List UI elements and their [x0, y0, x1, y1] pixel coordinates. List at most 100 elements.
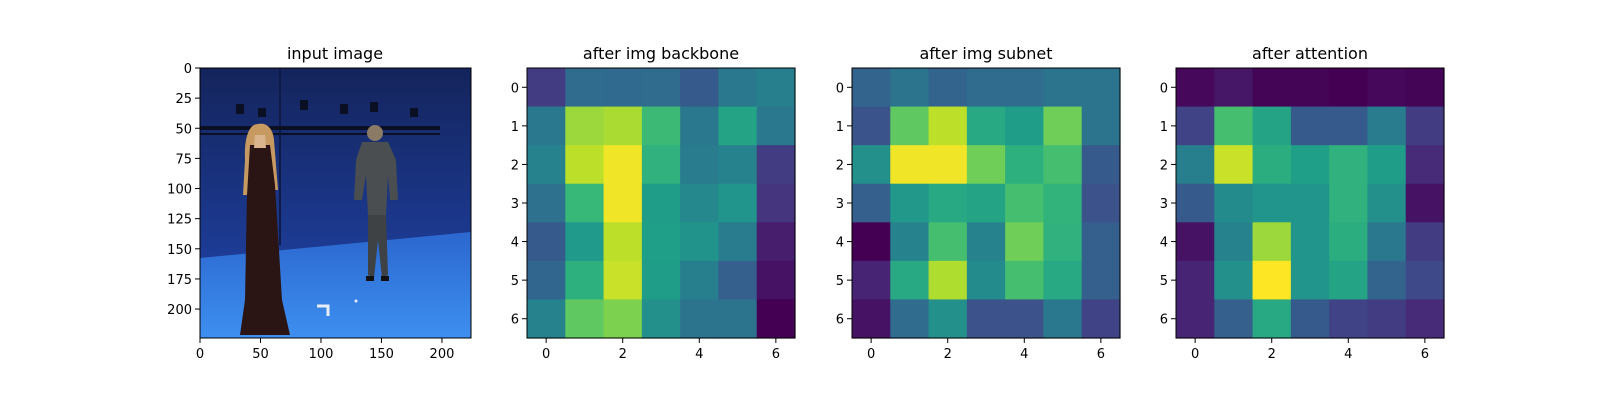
- floor-marker: [317, 304, 330, 316]
- heatmap-cell: [966, 106, 1006, 146]
- heatmap-cell: [718, 260, 758, 301]
- y-tick-label: 2: [1160, 158, 1168, 173]
- heatmap-cell: [756, 222, 796, 262]
- heatmap-cell: [1081, 260, 1121, 301]
- heatmap-cell: [527, 145, 566, 185]
- heatmap-cell: [1405, 68, 1445, 108]
- y-tick-label: 3: [1160, 197, 1168, 212]
- heatmap-cell: [1005, 68, 1045, 108]
- heatmap-cell: [1005, 183, 1045, 223]
- heatmap-cell: [852, 299, 891, 339]
- x-tick-label: 4: [695, 347, 703, 362]
- lighting-rig-bar-lower: [200, 133, 440, 135]
- heatmap-cell: [565, 183, 605, 223]
- y-tick-label: 3: [836, 197, 844, 212]
- panel-title-backbone: after img backbone: [583, 44, 739, 63]
- heatmap-cell: [1290, 260, 1330, 301]
- heatmap-cell: [1005, 260, 1045, 301]
- heatmap-cell: [680, 299, 720, 339]
- heatmap-cell: [1043, 183, 1083, 223]
- heatmap-cell: [1176, 183, 1215, 223]
- heatmap-cell: [1367, 145, 1407, 185]
- heatmap-cell: [928, 260, 968, 301]
- heatmap-cell: [718, 222, 758, 262]
- heatmap-cell: [1005, 145, 1045, 185]
- heatmap-cell: [680, 145, 720, 185]
- heatmap-cell: [756, 299, 796, 339]
- heatmap-cell: [641, 260, 681, 301]
- heatmap-cell: [928, 68, 968, 108]
- heatmap-cell: [890, 145, 930, 185]
- heatmap-cell: [718, 68, 758, 108]
- y-tick-label: 6: [511, 313, 519, 328]
- heatmap-attention: [1175, 67, 1445, 339]
- y-tick-label: 4: [836, 236, 844, 251]
- heatmap-cell: [1176, 222, 1215, 262]
- heatmap-cell: [1176, 106, 1215, 146]
- x-tick-label: 50: [252, 347, 269, 362]
- axes-backbone: 0 2 4 6 0 1 2 3 4 5 6: [511, 81, 780, 362]
- heatmap-cell: [966, 299, 1006, 339]
- heatmap-cell: [527, 106, 566, 146]
- heatmap-cell: [1043, 106, 1083, 146]
- heatmap-cell: [603, 106, 643, 146]
- heatmap-cell: [1367, 106, 1407, 146]
- heatmap-cell: [890, 68, 930, 108]
- y-tick-label: 125: [167, 213, 192, 228]
- x-tick-label: 0: [1191, 347, 1199, 362]
- heatmap-cell: [1176, 145, 1215, 185]
- heatmap-cell: [890, 106, 930, 146]
- y-tick-label: 0: [836, 81, 844, 96]
- axes-subnet: 0 2 4 6 0 1 2 3 4 5 6: [836, 81, 1105, 362]
- heatmap-cell: [1367, 222, 1407, 262]
- y-tick-label: 4: [511, 236, 519, 251]
- heatmap-cell: [1329, 68, 1369, 108]
- heatmap-cell: [1290, 68, 1330, 108]
- heatmap-cell: [1176, 299, 1215, 339]
- heatmap-subnet: [851, 67, 1121, 339]
- heatmap-cell: [1081, 222, 1121, 262]
- axes-attention: 0 2 4 6 0 1 2 3 4 5 6: [1160, 81, 1429, 362]
- heatmap-cell: [641, 299, 681, 339]
- y-tick-label: 0: [184, 62, 192, 77]
- person-right: [354, 125, 398, 281]
- heatmap-cell: [928, 183, 968, 223]
- heatmap-cell: [603, 68, 643, 108]
- y-tick-label: 4: [1160, 236, 1168, 251]
- heatmap-cell: [641, 145, 681, 185]
- heatmap-cell: [527, 68, 566, 108]
- heatmap-cell: [641, 106, 681, 146]
- heatmap-cell: [890, 222, 930, 262]
- lighting-rig-bar: [200, 126, 440, 130]
- heatmap-cell: [1214, 68, 1254, 108]
- y-tick-label: 0: [511, 81, 519, 96]
- heatmap-cell: [1043, 68, 1083, 108]
- heatmap-cell: [680, 68, 720, 108]
- heatmap-cell: [565, 299, 605, 339]
- heatmap-cell: [718, 145, 758, 185]
- heatmap-cell: [1290, 106, 1330, 146]
- heatmap-cell: [1043, 260, 1083, 301]
- y-tick-label: 6: [1160, 313, 1168, 328]
- heatmap-cell: [1043, 222, 1083, 262]
- y-tick-label: 0: [1160, 81, 1168, 96]
- heatmap-cell: [603, 260, 643, 301]
- heatmap-cell: [641, 222, 681, 262]
- heatmap-cell: [1290, 222, 1330, 262]
- heatmap-cell: [1405, 106, 1445, 146]
- heatmap-cell: [852, 68, 891, 108]
- x-tick-label: 4: [1344, 347, 1352, 362]
- heatmap-cell: [852, 145, 891, 185]
- heatmap-cell: [756, 106, 796, 146]
- heatmap-cell: [1367, 260, 1407, 301]
- axes-input-image: 0 50 100 150 200 0 25 50 75 100 125 150 175 200: [167, 62, 454, 362]
- y-tick-label: 5: [1160, 274, 1168, 289]
- heatmap-cell: [1081, 299, 1121, 339]
- heatmap-cell: [1329, 299, 1369, 339]
- heatmap-cell: [641, 183, 681, 223]
- y-tick-label: 75: [175, 152, 192, 167]
- x-tick-label: 6: [772, 347, 780, 362]
- heatmap-cell: [928, 145, 968, 185]
- heatmap-cell: [966, 68, 1006, 108]
- floor-spot: [354, 299, 358, 303]
